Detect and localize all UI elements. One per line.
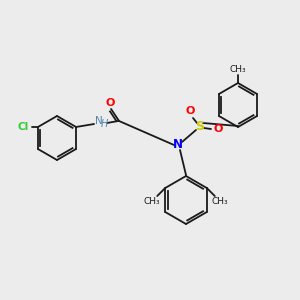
Text: N: N	[95, 116, 103, 126]
Text: Cl: Cl	[18, 122, 29, 132]
Text: O: O	[213, 124, 223, 134]
Text: O: O	[105, 98, 115, 108]
Text: S: S	[196, 121, 205, 134]
Text: CH₃: CH₃	[230, 64, 246, 74]
Text: O: O	[185, 106, 195, 116]
Text: N: N	[173, 139, 183, 152]
Text: H: H	[100, 119, 108, 129]
Text: CH₃: CH₃	[144, 196, 160, 206]
Text: CH₃: CH₃	[212, 196, 228, 206]
